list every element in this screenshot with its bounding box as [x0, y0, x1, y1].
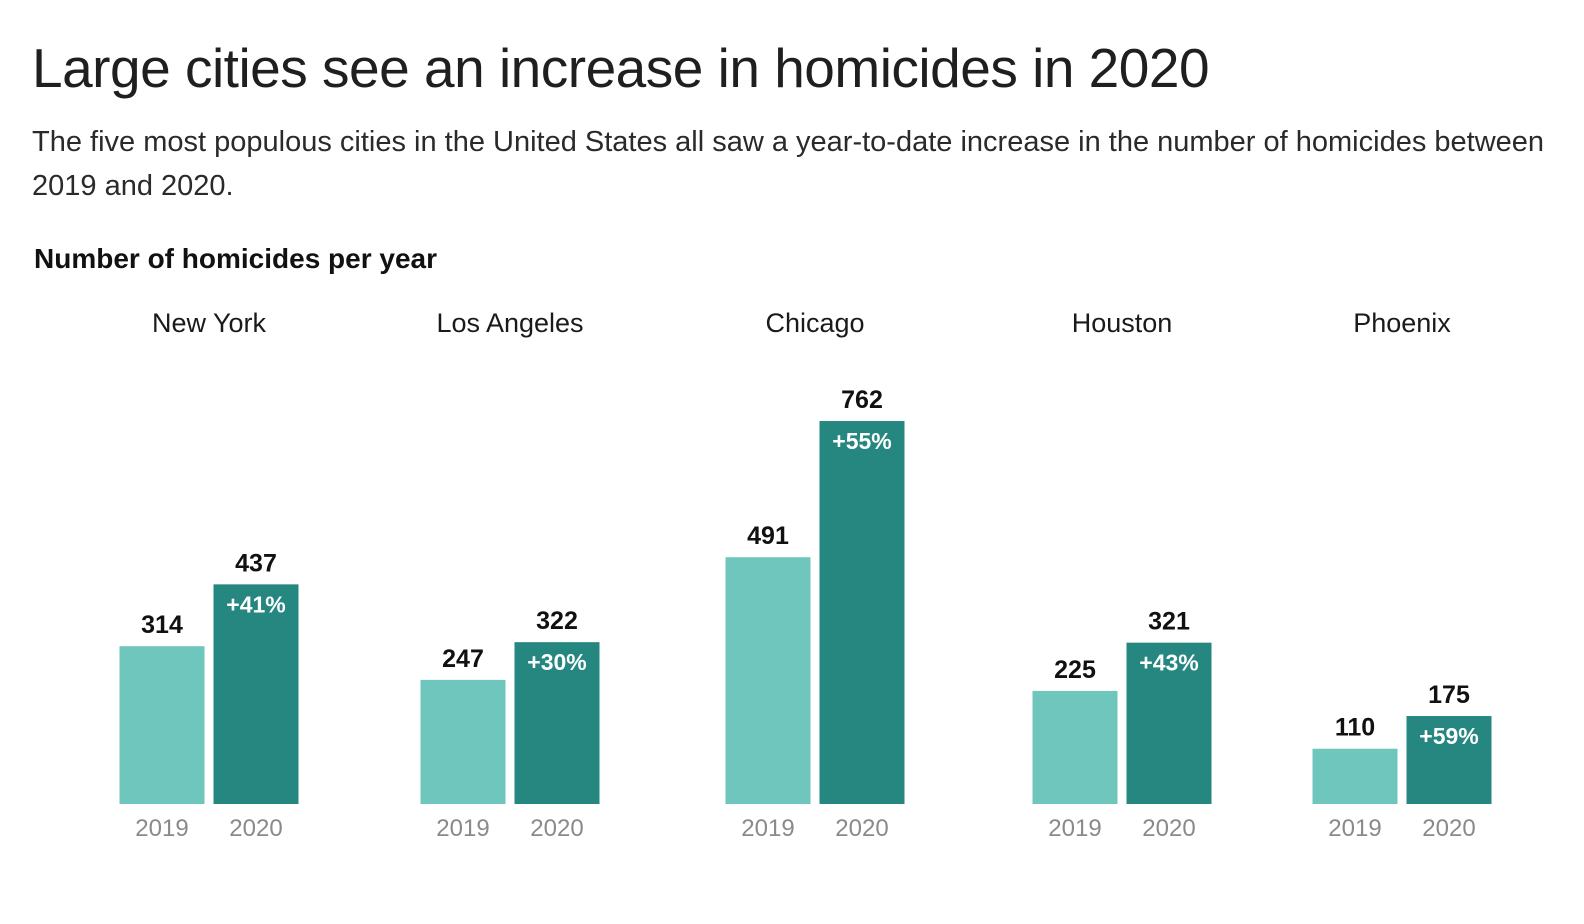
value-label-los-angeles-2019: 247 [442, 645, 484, 673]
bar-phoenix-2019 [1312, 748, 1398, 804]
city-label-phoenix: Phoenix [1353, 308, 1451, 338]
bar-los-angeles-2020 [514, 642, 600, 804]
value-label-phoenix-2019: 110 [1335, 714, 1375, 742]
bar-houston-2020 [1126, 642, 1212, 804]
year-label-los-angeles-2019: 2019 [436, 815, 489, 842]
city-label-chicago: Chicago [765, 308, 864, 338]
bar-phoenix-2020 [1406, 716, 1492, 804]
change-label-chicago: +55% [832, 428, 891, 454]
year-label-phoenix-2019: 2019 [1328, 815, 1381, 842]
year-label-new-york-2020: 2020 [229, 815, 282, 842]
value-label-new-york-2020: 437 [235, 549, 277, 577]
bar-chicago-2019 [725, 557, 811, 804]
value-label-los-angeles-2020: 322 [536, 607, 578, 635]
bar-los-angeles-2019 [420, 679, 506, 804]
value-label-chicago-2019: 491 [747, 522, 789, 550]
value-label-houston-2019: 225 [1054, 656, 1096, 684]
city-label-houston: Houston [1072, 308, 1173, 338]
change-label-phoenix: +59% [1419, 723, 1478, 749]
bar-chicago-2020 [819, 421, 905, 804]
year-label-chicago-2019: 2019 [741, 815, 794, 842]
change-label-houston: +43% [1139, 650, 1198, 676]
year-label-phoenix-2020: 2020 [1422, 815, 1475, 842]
year-label-los-angeles-2020: 2020 [530, 815, 583, 842]
page-title: Large cities see an increase in homicide… [32, 37, 1210, 99]
year-label-houston-2020: 2020 [1142, 815, 1195, 842]
value-label-new-york-2019: 314 [141, 611, 183, 639]
value-label-phoenix-2020: 175 [1428, 681, 1470, 709]
bar-new-york-2019 [119, 646, 205, 804]
chart-title: Number of homicides per year [34, 243, 438, 274]
value-label-chicago-2020: 762 [841, 386, 883, 414]
change-label-new-york: +41% [226, 591, 285, 617]
change-label-los-angeles: +30% [527, 649, 586, 675]
city-label-new-york: New York [152, 308, 267, 338]
value-label-houston-2020: 321 [1148, 608, 1190, 636]
bar-houston-2019 [1032, 690, 1118, 804]
year-label-new-york-2019: 2019 [135, 815, 188, 842]
year-label-houston-2019: 2019 [1048, 815, 1101, 842]
page-subtitle: The five most populous cities in the Uni… [32, 126, 1545, 202]
year-label-chicago-2020: 2020 [835, 815, 888, 842]
city-label-los-angeles: Los Angeles [436, 308, 583, 338]
bar-new-york-2020 [213, 584, 299, 804]
